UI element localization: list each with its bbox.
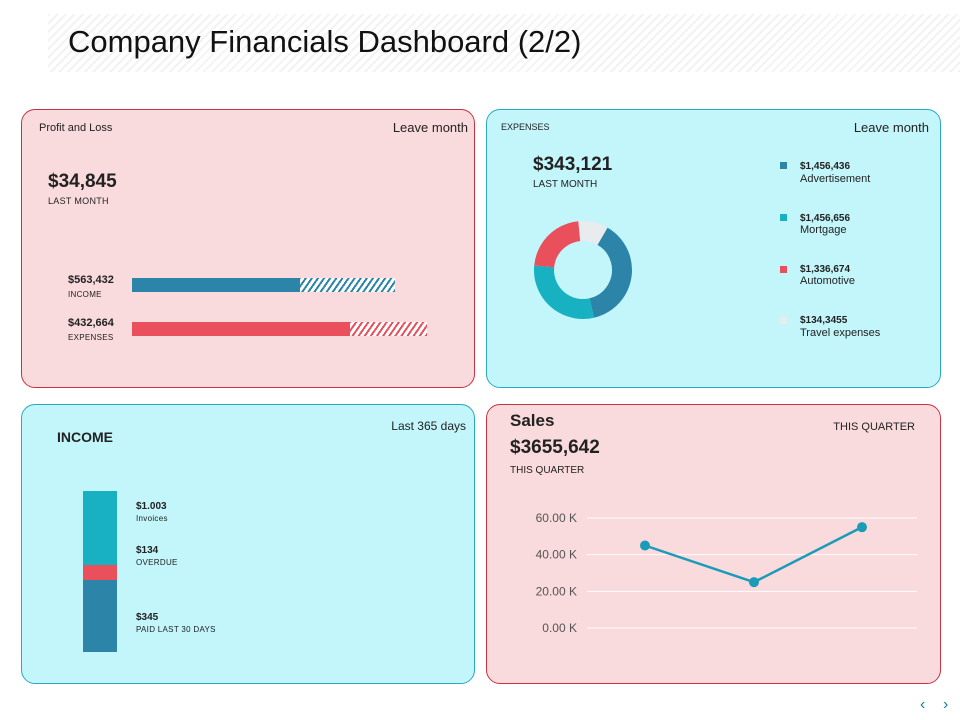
income-bar-label: INCOME bbox=[68, 290, 102, 299]
income-bar-fill bbox=[132, 278, 301, 292]
expenses-amount: $343,121 bbox=[533, 154, 613, 175]
legend-value-automotive: $1,336,674 bbox=[800, 264, 851, 275]
sales-point bbox=[749, 577, 759, 588]
profit-loss-panel: Profit and Loss Leave month $34,845 LAST… bbox=[21, 109, 475, 388]
legend-value-advertisement: $1,456,436 bbox=[800, 161, 851, 172]
expenses-bar-track bbox=[132, 322, 427, 336]
income-panel: INCOME Last 365 days $1.003 Invoices $13… bbox=[21, 404, 475, 684]
sales-point bbox=[640, 540, 650, 551]
expenses-bar-label: EXPENSES bbox=[68, 333, 114, 342]
donut-slice-mortgage bbox=[534, 221, 632, 320]
income-segment-overdue bbox=[83, 565, 117, 580]
sales-filter[interactable]: THIS QUARTER bbox=[833, 421, 915, 433]
income-segment-invoices bbox=[83, 491, 117, 566]
legend-swatch-automotive bbox=[780, 266, 787, 273]
income-overdue-label: OVERDUE bbox=[136, 558, 178, 567]
page-title: Company Financials Dashboard (2/2) bbox=[68, 24, 582, 59]
title-bar: Company Financials Dashboard (2/2) bbox=[48, 14, 960, 72]
income-paid-label: PAID LAST 30 DAYS bbox=[136, 625, 216, 634]
income-bar-track bbox=[132, 278, 395, 292]
sales-header: Sales bbox=[510, 411, 555, 430]
income-invoices-label: Invoices bbox=[136, 514, 168, 523]
legend-label-mortgage: Mortgage bbox=[800, 224, 847, 236]
expenses-bar-fill bbox=[132, 322, 351, 336]
legend-label-travel-expenses: Travel expenses bbox=[800, 327, 881, 339]
income-header: INCOME bbox=[57, 429, 113, 445]
sales-point bbox=[857, 522, 867, 533]
expenses-filter[interactable]: Leave month bbox=[853, 120, 929, 135]
sales-ytick-label: 0.00 K bbox=[542, 621, 577, 635]
profit-loss-amount: $34,845 bbox=[48, 171, 117, 192]
income-segment-paid-last-30-days bbox=[83, 579, 117, 652]
income-paid-value: $345 bbox=[136, 612, 159, 623]
profit-loss-filter[interactable]: Leave month bbox=[392, 120, 468, 135]
sales-ytick-label: 60.00 K bbox=[536, 511, 577, 525]
legend-value-mortgage: $1,456,656 bbox=[800, 213, 851, 224]
prev-slide-button[interactable]: ‹ bbox=[920, 696, 926, 713]
income-filter[interactable]: Last 365 days bbox=[391, 419, 466, 433]
income-overdue-value: $134 bbox=[136, 545, 159, 556]
donut-slice-travel-expenses bbox=[534, 221, 632, 320]
donut-slice-automotive bbox=[534, 221, 632, 320]
expenses-panel: EXPENSES Leave month $343,121 LAST MONTH… bbox=[486, 109, 941, 388]
next-slide-button[interactable]: › bbox=[943, 696, 949, 713]
expenses-amount-label: LAST MONTH bbox=[533, 179, 598, 190]
sales-panel: Sales $3655,642 THIS QUARTER THIS QUARTE… bbox=[486, 404, 941, 684]
legend-swatch-travel-expenses bbox=[780, 317, 787, 324]
legend-value-travel-expenses: $134,3455 bbox=[800, 315, 848, 326]
sales-amount-label: THIS QUARTER bbox=[510, 465, 585, 476]
expenses-bar-value: $432,664 bbox=[68, 317, 114, 329]
income-invoices-value: $1.003 bbox=[136, 501, 167, 512]
legend-label-advertisement: Advertisement bbox=[800, 173, 871, 185]
sales-ytick-label: 40.00 K bbox=[536, 548, 577, 562]
expenses-donut-chart bbox=[534, 221, 632, 320]
sales-line-chart: 0.00 K 20.00 K 40.00 K 60.00 K bbox=[536, 511, 917, 635]
legend-swatch-advertisement bbox=[780, 162, 787, 169]
sales-ytick-label: 20.00 K bbox=[536, 584, 577, 598]
profit-loss-header: Profit and Loss bbox=[39, 122, 113, 134]
income-stacked-bar bbox=[83, 491, 117, 652]
profit-loss-amount-label: LAST MONTH bbox=[48, 196, 109, 206]
legend-label-automotive: Automotive bbox=[800, 275, 856, 287]
sales-amount: $3655,642 bbox=[510, 437, 600, 458]
expenses-header: EXPENSES bbox=[501, 122, 550, 132]
income-bar-value: $563,432 bbox=[68, 274, 114, 286]
legend-swatch-mortgage bbox=[780, 214, 787, 221]
